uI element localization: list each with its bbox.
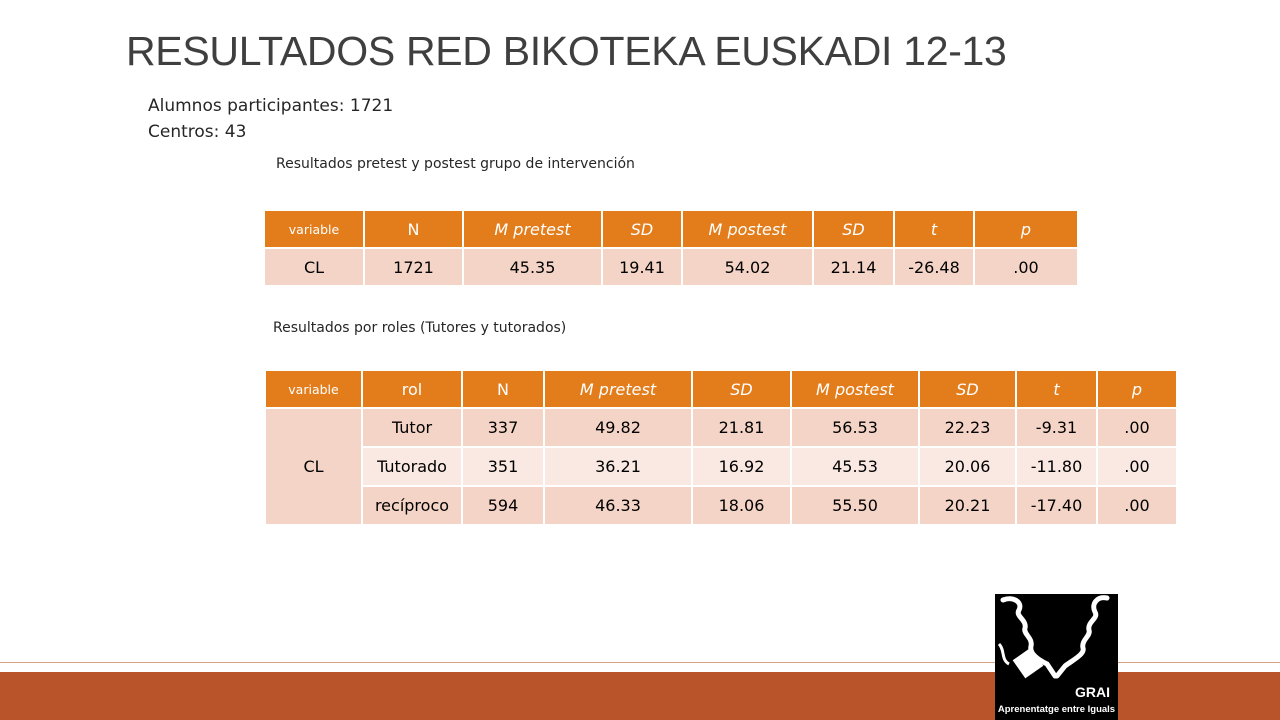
- header-cell: M pretest: [462, 209, 603, 249]
- header-cell: M pretest: [543, 369, 693, 409]
- footer-divider: [0, 662, 1280, 663]
- caption-pre-post: Resultados pretest y postest grupo de in…: [276, 156, 635, 172]
- table-cell: 45.35: [462, 247, 603, 287]
- header-cell: SD: [812, 209, 895, 249]
- header-cell: p: [1096, 369, 1178, 409]
- table-cell: -26.48: [893, 247, 975, 287]
- header-cell: N: [363, 209, 464, 249]
- header-cell: SD: [918, 369, 1017, 409]
- header-cell: t: [1015, 369, 1098, 409]
- table-cell: 16.92: [691, 446, 792, 487]
- table-cell: 337: [461, 407, 545, 448]
- table-cell: 54.02: [681, 247, 814, 287]
- header-cell: rol: [361, 369, 463, 409]
- summary-stats: Alumnos participantes: 1721 Centros: 43: [148, 93, 393, 145]
- logo-name: GRAI: [1075, 684, 1110, 700]
- students-count: Alumnos participantes: 1721: [148, 96, 394, 116]
- caption-roles: Resultados por roles (Tutores y tutorado…: [273, 320, 567, 336]
- table-cell: 46.33: [543, 485, 693, 526]
- table-header-row: variable N M pretest SD M postest SD t p: [263, 209, 1079, 249]
- table-row: CL Tutor 337 49.82 21.81 56.53 22.23 -9.…: [264, 407, 1178, 526]
- table-row: Tutorado 351 36.21 16.92 45.53 20.06 -11…: [265, 446, 1178, 487]
- table-cell: 21.14: [812, 247, 895, 287]
- header-cell: N: [461, 369, 545, 409]
- header-cell: SD: [601, 209, 683, 249]
- table-cell: 351: [461, 446, 545, 487]
- header-cell: variable: [263, 209, 365, 249]
- grai-logo: GRAI Aprenentatge entre Iguals: [995, 594, 1118, 720]
- roles-results-table: variable rol N M pretest SD M postest SD…: [264, 369, 1178, 526]
- variable-cell: CL: [264, 407, 363, 526]
- header-cell: SD: [691, 369, 792, 409]
- header-cell: M postest: [681, 209, 814, 249]
- table-header-row: variable rol N M pretest SD M postest SD…: [264, 369, 1178, 409]
- table-row: recíproco 594 46.33 18.06 55.50 20.21 -1…: [265, 485, 1178, 526]
- table-cell: -11.80: [1015, 446, 1098, 487]
- centers-count: Centros: 43: [148, 122, 247, 142]
- table-cell: 594: [461, 485, 545, 526]
- table-cell: 1721: [363, 247, 464, 287]
- table-cell: 18.06: [691, 485, 792, 526]
- table-cell: -17.40: [1015, 485, 1098, 526]
- table-row: CL 1721 45.35 19.41 54.02 21.14 -26.48 .…: [263, 247, 1079, 287]
- table-cell: 20.06: [918, 446, 1017, 487]
- header-cell: M postest: [790, 369, 920, 409]
- table-cell: CL: [263, 247, 365, 287]
- table-cell: .00: [973, 247, 1079, 287]
- table-cell: 55.50: [790, 485, 920, 526]
- header-cell: variable: [264, 369, 363, 409]
- header-cell: t: [893, 209, 975, 249]
- table-cell: Tutorado: [361, 446, 463, 487]
- table-cell: 19.41: [601, 247, 683, 287]
- table-cell: -9.31: [1015, 407, 1098, 448]
- table-cell: Tutor: [361, 407, 463, 448]
- table-cell: recíproco: [361, 485, 463, 526]
- table-cell: 36.21: [543, 446, 693, 487]
- table-cell: 49.82: [543, 407, 693, 448]
- table-cell: 21.81: [691, 407, 792, 448]
- table-cell: .00: [1096, 446, 1178, 487]
- page-title: RESULTADOS RED BIKOTEKA EUSKADI 12-13: [126, 28, 1007, 74]
- faces-logo-icon: [997, 595, 1110, 679]
- logo-tagline: Aprenentatge entre Iguals: [997, 704, 1116, 715]
- table-cell: .00: [1096, 407, 1178, 448]
- header-cell: p: [973, 209, 1079, 249]
- table-cell: .00: [1096, 485, 1178, 526]
- table-cell: 56.53: [790, 407, 920, 448]
- table-cell: 20.21: [918, 485, 1017, 526]
- table-cell: 22.23: [918, 407, 1017, 448]
- table-cell: 45.53: [790, 446, 920, 487]
- pre-post-results-table: variable N M pretest SD M postest SD t p…: [263, 209, 1079, 287]
